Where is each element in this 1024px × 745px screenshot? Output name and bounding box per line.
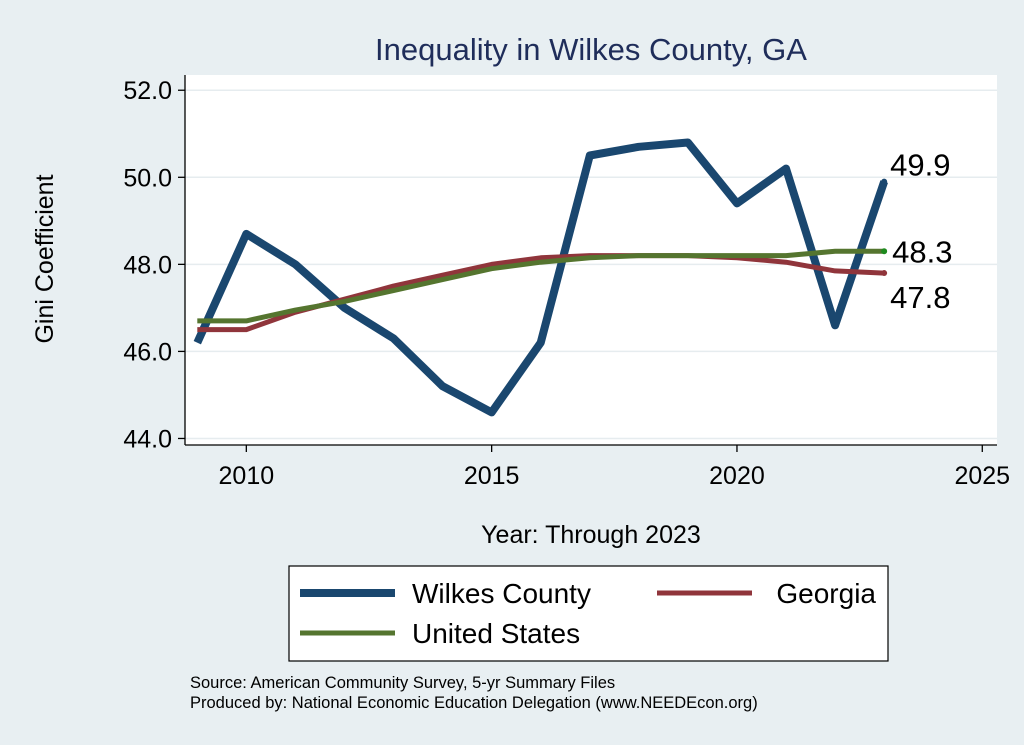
gridlines bbox=[185, 89, 997, 440]
source-note: Source: American Community Survey, 5-yr … bbox=[190, 674, 615, 692]
end-value-label: 49.9 bbox=[890, 148, 950, 183]
x-tick-label: 2020 bbox=[709, 462, 765, 490]
y-tick-label: 50.0 bbox=[123, 164, 172, 192]
legend-label-georgia: Georgia bbox=[776, 578, 876, 609]
y-tick-label: 44.0 bbox=[123, 425, 172, 453]
end-marker bbox=[881, 178, 888, 185]
end-marker bbox=[881, 248, 888, 255]
legend-box bbox=[288, 565, 889, 662]
y-tick-label: 48.0 bbox=[123, 251, 172, 279]
legend-label-wilkes: Wilkes County bbox=[412, 578, 591, 609]
end-marker bbox=[881, 270, 888, 277]
producer-note: Produced by: National Economic Education… bbox=[190, 694, 758, 712]
y-axis-label: Gini Coefficient bbox=[31, 174, 59, 343]
y-tick-label: 46.0 bbox=[123, 338, 172, 366]
legend-label-us: United States bbox=[412, 618, 580, 649]
end-value-label: 48.3 bbox=[892, 234, 952, 269]
series-lines bbox=[193, 138, 888, 417]
legend: Wilkes County Georgia United States bbox=[288, 565, 889, 662]
x-tick-label: 2025 bbox=[954, 462, 1010, 490]
series-line-wilkes-county bbox=[193, 138, 888, 417]
y-tick-label: 52.0 bbox=[123, 77, 172, 105]
end-labels: 49.9 47.8 48.3 bbox=[881, 148, 952, 315]
axes: 44.0 46.0 48.0 50.0 52.0 2010 2015 2020 2025 bbox=[123, 75, 1010, 490]
x-axis-label: Year: Through 2023 bbox=[481, 521, 701, 549]
end-value-label: 47.8 bbox=[890, 280, 950, 315]
x-tick-label: 2010 bbox=[219, 462, 275, 490]
x-tick-label: 2015 bbox=[464, 462, 520, 490]
series-line-united-states bbox=[197, 248, 885, 324]
chart-title: Inequality in Wilkes County, GA bbox=[375, 32, 807, 67]
